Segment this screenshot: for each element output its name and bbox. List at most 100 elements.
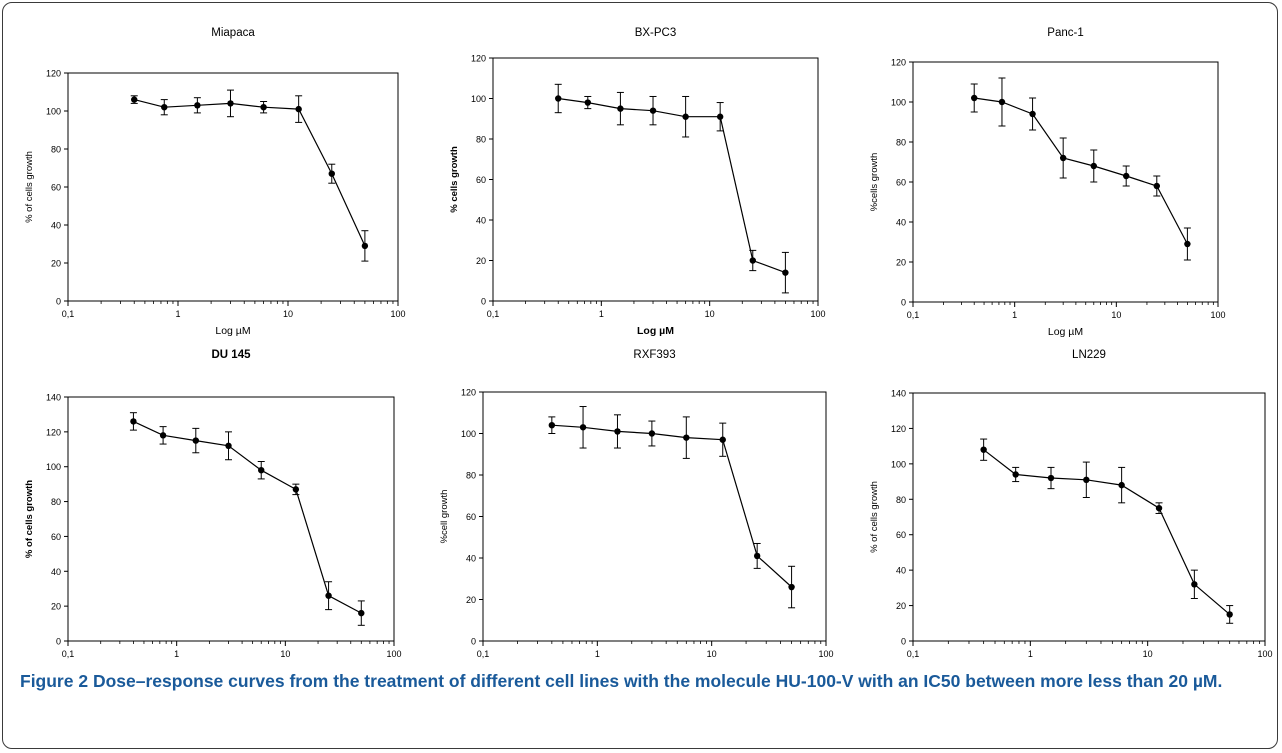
x-tick-label: 1: [174, 649, 179, 659]
series-line: [551, 424, 793, 588]
chart-title: Miapaca: [211, 27, 255, 39]
x-tick-label: 10: [283, 309, 293, 319]
y-tick-label: 120: [471, 54, 486, 64]
y-tick-label: 60: [466, 512, 476, 522]
x-tick-label: 0,1: [907, 649, 920, 659]
x-axis-label: Log µM: [637, 325, 674, 337]
data-point: [260, 104, 267, 111]
y-tick-label: 0: [901, 637, 906, 647]
plot-area: [912, 392, 1266, 642]
data-point: [753, 552, 761, 560]
data-point: [719, 436, 726, 443]
series-line: [134, 99, 366, 247]
y-tick-label: 100: [46, 107, 61, 117]
data-point: [1153, 182, 1160, 190]
data-point: [682, 113, 689, 120]
y-tick-label: 20: [476, 256, 486, 266]
x-tick-label: 100: [1210, 310, 1225, 320]
y-tick-label: 100: [461, 429, 476, 439]
data-point: [548, 422, 556, 429]
y-tick-label: 140: [891, 389, 906, 399]
data-point: [225, 442, 232, 449]
data-point: [648, 430, 656, 437]
caption-label: Figure 2: [20, 671, 89, 691]
x-tick-label: 0,1: [62, 649, 75, 659]
y-tick-label: 60: [51, 532, 61, 542]
y-tick-label: 80: [51, 145, 61, 155]
data-point: [980, 446, 987, 453]
x-tick-label: 10: [1143, 649, 1153, 659]
chart-title: LN229: [1072, 349, 1106, 361]
y-tick-label: 40: [476, 216, 486, 226]
x-tick-label: 1: [1012, 310, 1017, 320]
x-tick-label: 1: [175, 309, 180, 319]
chart-1: Miapaca 0 20 40 60 80 100 120 0,1 1 10 100 Log µM % o…: [24, 27, 406, 337]
x-tick-label: 100: [390, 309, 405, 319]
y-tick-label: 40: [896, 566, 906, 576]
series-line: [133, 420, 362, 614]
x-axis-label: Log µM: [1048, 326, 1083, 338]
figure-caption: Figure 2 Dose–response curves from the t…: [20, 669, 1265, 693]
y-tick-label: 120: [46, 427, 61, 437]
y-axis-label: % of cells growth: [24, 480, 35, 558]
chart-title: Panc-1: [1047, 27, 1083, 39]
y-tick-label: 40: [466, 554, 476, 564]
series-line: [983, 449, 1231, 615]
data-point: [295, 105, 302, 113]
plot-area: [67, 396, 395, 642]
x-tick-label: 0,1: [907, 310, 920, 320]
data-point: [292, 486, 300, 493]
y-tick-label: 80: [51, 497, 61, 507]
data-point: [258, 467, 265, 474]
x-tick-label: 1: [595, 649, 600, 659]
y-tick-label: 60: [476, 175, 486, 185]
chart-title: BX-PC3: [635, 27, 677, 39]
x-tick-label: 0,1: [487, 309, 500, 319]
y-tick-label: 20: [896, 601, 906, 611]
x-tick-label: 100: [386, 649, 401, 659]
y-tick-label: 20: [51, 259, 61, 269]
y-axis-label: %cells growth: [869, 153, 880, 212]
data-point: [782, 269, 789, 276]
y-tick-label: 120: [461, 388, 476, 398]
data-point: [227, 100, 234, 107]
data-point: [649, 107, 657, 114]
y-axis-label: %cell growth: [439, 490, 450, 544]
data-point: [555, 95, 562, 102]
data-point: [1191, 581, 1198, 588]
y-axis-label: % of cells growth: [869, 481, 880, 553]
y-tick-label: 0: [481, 297, 486, 307]
x-tick-label: 1: [1028, 649, 1033, 659]
data-point: [1184, 240, 1191, 248]
caption-text: Dose–response curves from the treatment …: [92, 671, 1223, 691]
data-point: [358, 609, 365, 617]
x-tick-label: 0,1: [62, 309, 75, 319]
y-tick-label: 0: [471, 637, 476, 647]
x-tick-label: 1: [599, 309, 604, 319]
y-tick-label: 80: [896, 138, 906, 148]
data-point: [192, 437, 200, 444]
plot-area: [912, 61, 1219, 303]
y-tick-label: 20: [51, 602, 61, 612]
y-tick-label: 60: [896, 530, 906, 540]
series-line: [558, 97, 786, 274]
y-tick-label: 80: [896, 495, 906, 505]
y-axis-label: % of cells growth: [24, 151, 35, 223]
y-tick-label: 80: [466, 471, 476, 481]
x-tick-label: 10: [707, 649, 717, 659]
x-tick-label: 100: [1257, 649, 1272, 659]
y-tick-label: 60: [896, 178, 906, 188]
data-point: [1090, 162, 1097, 170]
data-point: [161, 104, 168, 111]
x-tick-label: 100: [818, 649, 833, 659]
y-tick-label: 20: [466, 595, 476, 605]
data-point: [584, 99, 591, 106]
y-tick-label: 120: [891, 424, 906, 434]
data-point: [617, 105, 624, 112]
data-point: [1012, 471, 1019, 478]
y-tick-label: 100: [46, 462, 61, 472]
data-point: [1226, 611, 1233, 618]
data-point: [971, 94, 978, 102]
